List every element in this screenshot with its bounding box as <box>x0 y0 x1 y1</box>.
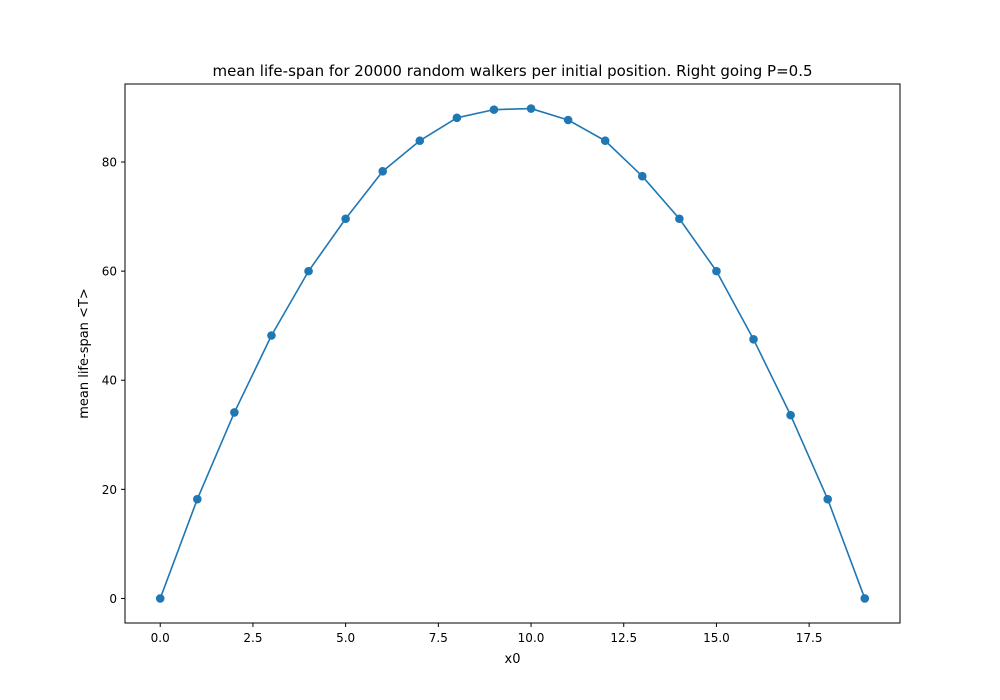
chart-title: mean life-span for 20000 random walkers … <box>213 62 813 80</box>
data-point <box>563 115 573 125</box>
data-point <box>712 266 721 276</box>
y-tick-label: 60 <box>102 265 117 279</box>
y-tick-label: 40 <box>102 374 117 388</box>
data-point <box>155 594 165 603</box>
data-point <box>860 594 870 603</box>
data-point <box>637 171 647 181</box>
data-point <box>675 214 684 224</box>
data-point <box>267 331 276 340</box>
plot-area <box>155 104 870 603</box>
data-point <box>378 166 388 176</box>
y-axis-ticks: 0 20 40 60 80 <box>102 156 125 606</box>
x-tick-label: 2.5 <box>243 631 262 645</box>
x-tick-label: 7.5 <box>429 631 448 645</box>
x-axis-label: x0 <box>505 652 521 667</box>
data-point <box>600 136 610 146</box>
y-axis-label: mean life-span <T> <box>77 288 92 419</box>
data-point <box>489 105 499 114</box>
x-tick-label: 15.0 <box>703 631 730 645</box>
y-tick-label: 0 <box>109 592 117 606</box>
data-point <box>526 104 536 113</box>
x-tick-label: 0.0 <box>151 631 170 645</box>
data-point <box>823 494 832 504</box>
data-point <box>786 410 795 420</box>
data-point <box>193 494 202 504</box>
x-tick-label: 5.0 <box>336 631 355 645</box>
x-tick-label: 12.5 <box>610 631 637 645</box>
y-tick-label: 20 <box>102 483 117 497</box>
x-axis-ticks: 0.0 2.5 5.0 7.5 10.0 12.5 15.0 17.5 <box>151 623 823 645</box>
data-point <box>304 266 313 276</box>
x-tick-label: 17.5 <box>796 631 823 645</box>
data-point <box>452 113 462 123</box>
data-point <box>230 408 239 417</box>
y-tick-label: 80 <box>102 156 117 170</box>
x-tick-label: 10.0 <box>518 631 545 645</box>
data-point <box>415 136 425 146</box>
data-point <box>341 214 350 224</box>
series-line <box>159 107 866 599</box>
plot-frame <box>124 83 901 624</box>
data-point <box>749 335 758 344</box>
